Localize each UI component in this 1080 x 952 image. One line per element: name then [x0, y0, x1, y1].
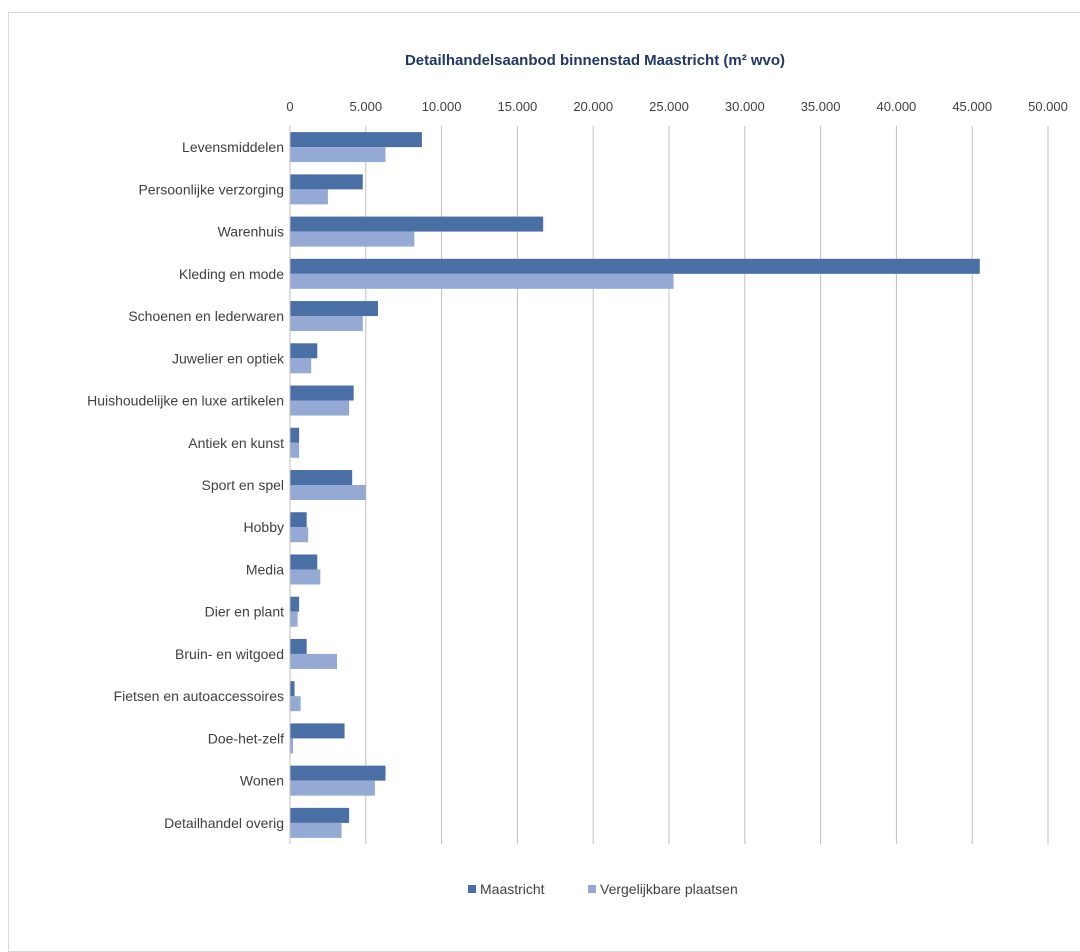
bar-maastricht: [290, 174, 363, 190]
bar-maastricht: [290, 723, 345, 739]
legend: Maastricht Vergelijkbare plaatsen: [468, 881, 738, 897]
bar-vergelijkbare-plaatsen: [290, 316, 363, 332]
bar-vergelijkbare-plaatsen: [290, 400, 350, 416]
legend-swatch-vergelijkbare-plaatsen: [588, 885, 596, 893]
x-tick-label: 15.000: [498, 99, 538, 114]
category-label: Warenhuis: [218, 224, 284, 240]
bar-maastricht: [290, 554, 318, 570]
bar-chart: Detailhandelsaanbod binnenstad Maastrich…: [87, 52, 1068, 897]
legend-label-vergelijkbare-plaatsen: Vergelijkbare plaatsen: [600, 881, 738, 897]
category-label: Levensmiddelen: [182, 139, 284, 155]
x-tick-label: 35.000: [801, 99, 841, 114]
bar-vergelijkbare-plaatsen: [290, 231, 415, 247]
bar-maastricht: [290, 301, 378, 317]
category-label: Sport en spel: [202, 477, 285, 493]
category-label: Wonen: [240, 773, 284, 789]
x-tick-label: 40.000: [877, 99, 917, 114]
bar-vergelijkbare-plaatsen: [290, 696, 301, 712]
category-label: Hobby: [244, 519, 284, 535]
bar-vergelijkbare-plaatsen: [290, 738, 294, 754]
bar-maastricht: [290, 807, 350, 823]
bar-maastricht: [290, 427, 300, 443]
gridlines: [365, 126, 1049, 844]
category-label: Dier en plant: [205, 604, 284, 620]
category-label: Kleding en mode: [179, 266, 284, 282]
bar-maastricht: [290, 343, 318, 359]
x-tick-label: 0: [286, 99, 293, 114]
legend-swatch-maastricht: [468, 885, 476, 893]
x-tick-label: 10.000: [422, 99, 462, 114]
bar-maastricht: [290, 216, 544, 232]
category-label: Persoonlijke verzorging: [138, 181, 284, 197]
bar-vergelijkbare-plaatsen: [290, 442, 300, 458]
category-label: Fietsen en autoaccessoires: [114, 688, 284, 704]
category-labels: Levensmiddelen Persoonlijke verzorging War…: [87, 139, 285, 831]
x-tick-label: 30.000: [725, 99, 765, 114]
bar-vergelijkbare-plaatsen: [290, 569, 321, 585]
bar-vergelijkbare-plaatsen: [290, 822, 342, 838]
bar-vergelijkbare-plaatsen: [290, 780, 375, 796]
chart-title: Detailhandelsaanbod binnenstad Maastrich…: [405, 52, 785, 69]
bar-vergelijkbare-plaatsen: [290, 358, 312, 374]
bar-maastricht: [290, 638, 307, 654]
bar-maastricht: [290, 512, 307, 528]
x-tick-label: 20.000: [573, 99, 613, 114]
category-label: Schoenen en lederwaren: [128, 308, 284, 324]
x-tick-label: 5.000: [350, 99, 383, 114]
bar-vergelijkbare-plaatsen: [290, 527, 309, 543]
bar-vergelijkbare-plaatsen: [290, 189, 328, 205]
bar-vergelijkbare-plaatsen: [290, 485, 366, 500]
x-tick-label: 50.000: [1028, 99, 1068, 114]
bar-maastricht: [290, 258, 980, 274]
bar-vergelijkbare-plaatsen: [290, 147, 386, 163]
bar-vergelijkbare-plaatsen: [290, 273, 674, 289]
chart-frame: Detailhandelsaanbod binnenstad Maastrich…: [8, 12, 1080, 952]
category-label: Antiek en kunst: [188, 435, 284, 451]
bar-vergelijkbare-plaatsen: [290, 653, 337, 669]
category-label: Huishoudelijke en luxe artikelen: [87, 393, 284, 409]
category-label: Bruin- en witgoed: [175, 646, 284, 662]
bar-maastricht: [290, 681, 295, 697]
x-tick-label: 45.000: [952, 99, 992, 114]
category-label: Doe-het-zelf: [208, 730, 284, 746]
category-label: Juwelier en optiek: [172, 350, 285, 366]
bar-maastricht: [290, 765, 386, 781]
bar-maastricht: [290, 470, 353, 485]
x-tick-label: 25.000: [649, 99, 689, 114]
legend-label-maastricht: Maastricht: [480, 881, 545, 897]
category-label: Media: [246, 561, 284, 577]
bar-maastricht: [290, 596, 300, 612]
category-label: Detailhandel overig: [164, 815, 284, 831]
bar-vergelijkbare-plaatsen: [290, 611, 298, 627]
bars: [290, 132, 980, 838]
bar-maastricht: [290, 132, 422, 148]
bar-maastricht: [290, 385, 354, 401]
x-axis-ticks: 0 5.000 10.000 15.000 20.000 25.000 30.000 35.0…: [286, 99, 1068, 114]
